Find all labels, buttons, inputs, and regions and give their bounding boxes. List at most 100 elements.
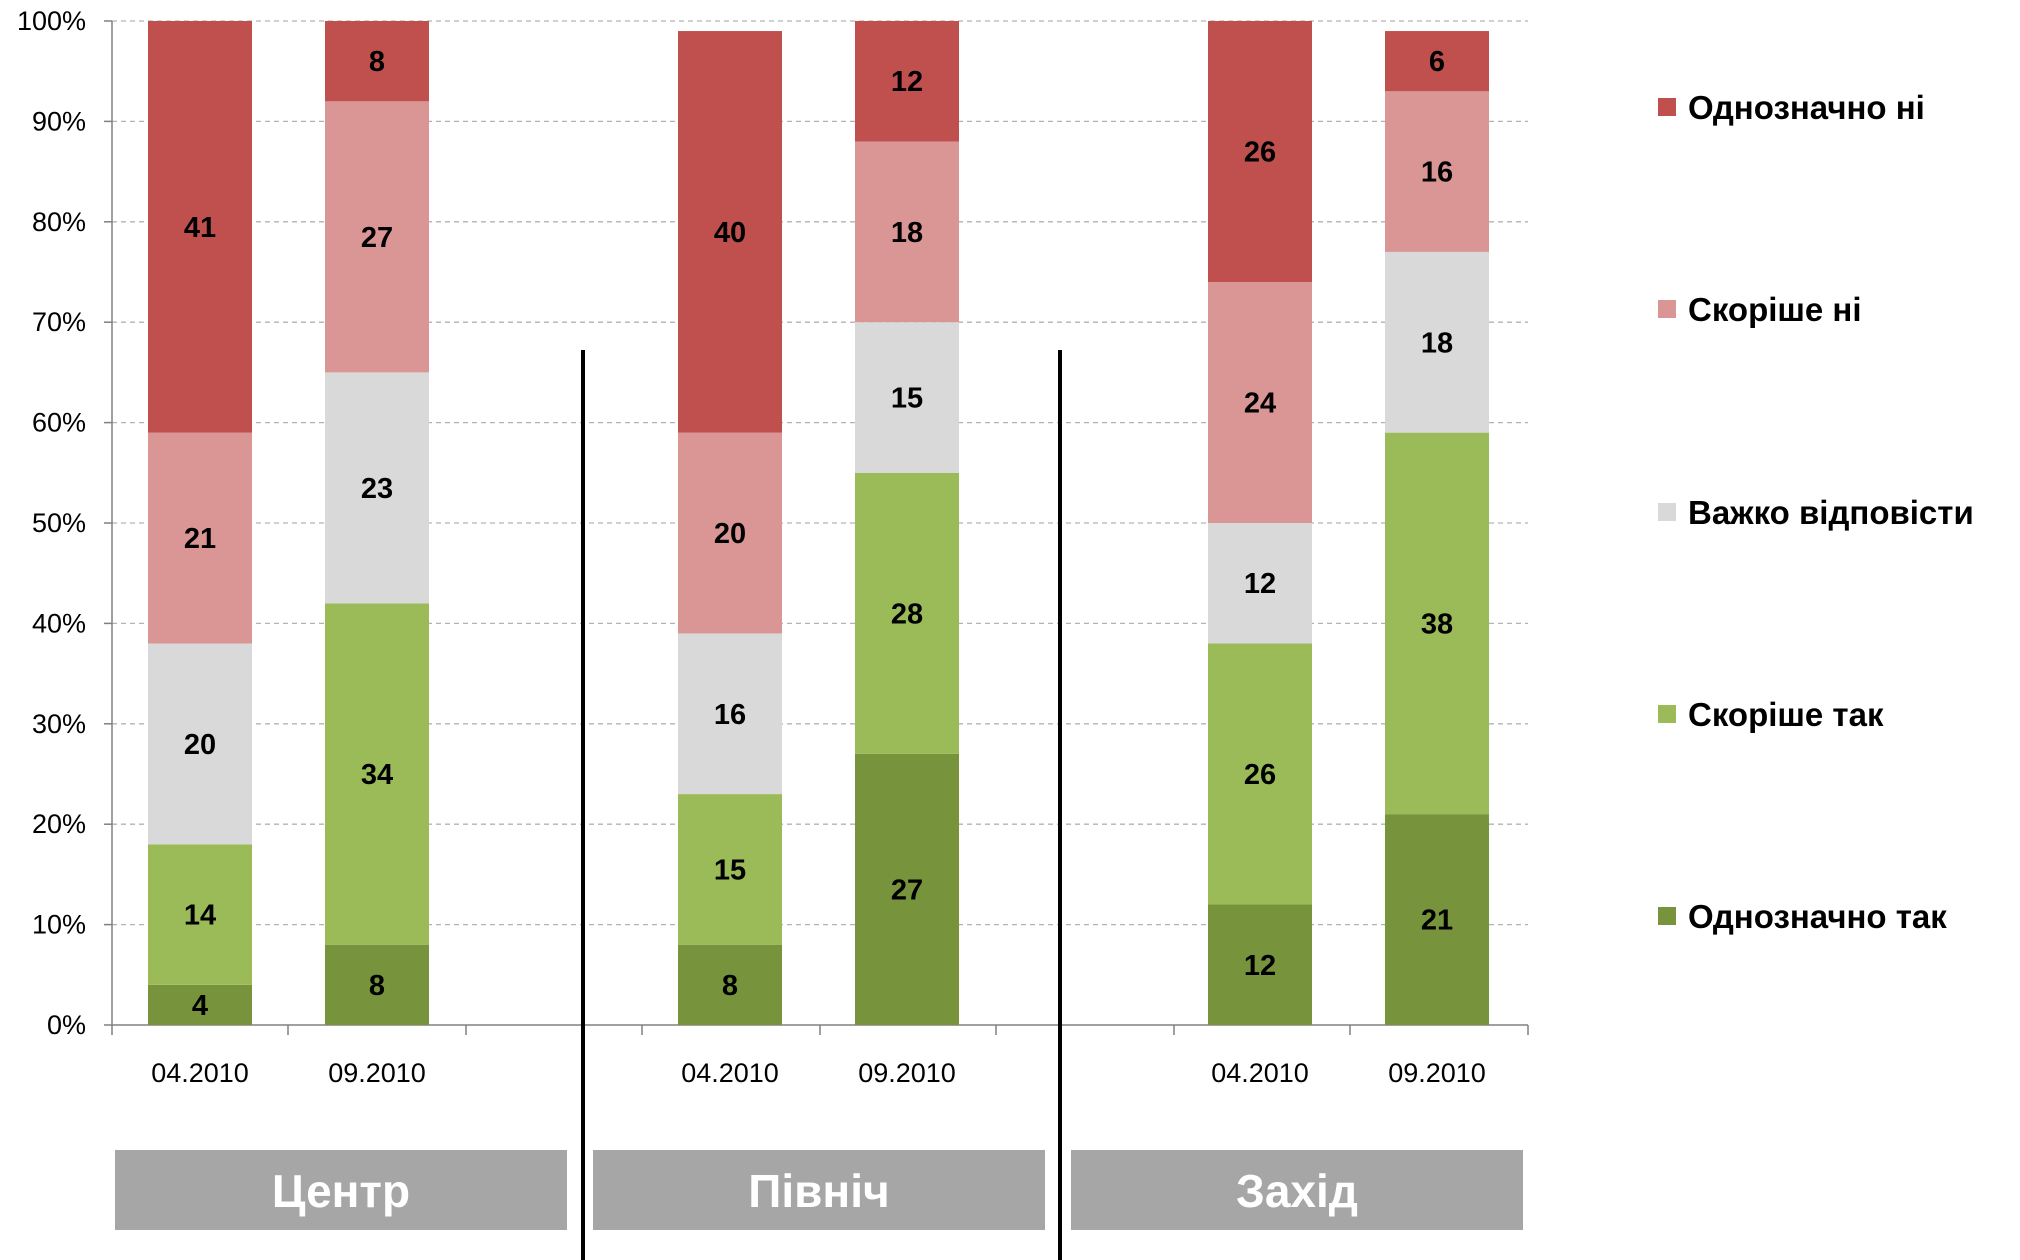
y-tick-label: 100% — [17, 6, 86, 36]
y-tick-label: 70% — [32, 307, 86, 337]
bar-segment — [1208, 523, 1312, 644]
bar-segment — [678, 944, 782, 1025]
data-label: 16 — [714, 699, 746, 731]
bar-segment — [1208, 282, 1312, 523]
bar-segment — [1385, 31, 1489, 92]
data-label: 21 — [184, 523, 216, 555]
y-tick-label: 0% — [47, 1010, 86, 1040]
data-label: 21 — [1421, 905, 1453, 937]
bar-segment — [855, 472, 959, 754]
data-label: 18 — [1421, 327, 1453, 359]
data-label: 15 — [891, 383, 923, 415]
data-label: 28 — [891, 598, 923, 630]
group-label-box — [593, 1150, 1045, 1230]
data-label: 40 — [714, 217, 746, 249]
legend-swatch — [1658, 300, 1676, 318]
legend-swatch — [1658, 907, 1676, 925]
data-label: 6 — [1429, 46, 1445, 78]
data-label: 16 — [1421, 157, 1453, 189]
bar-segment — [1385, 432, 1489, 815]
legend-label: Однозначно так — [1688, 898, 1947, 935]
bar-segment — [325, 603, 429, 945]
bar-segment — [678, 432, 782, 634]
bar-segment — [148, 844, 252, 985]
data-label: 20 — [714, 518, 746, 550]
data-label: 34 — [361, 759, 393, 791]
bar-segment — [148, 21, 252, 433]
group-labels: Центр Північ Захід — [115, 1150, 1523, 1230]
legend-swatch — [1658, 705, 1676, 723]
data-label: 12 — [1244, 568, 1276, 600]
group-label-box — [115, 1150, 567, 1230]
x-tick-label: 09.2010 — [1388, 1058, 1486, 1088]
legend-swatch — [1658, 503, 1676, 521]
data-label: 8 — [722, 970, 738, 1002]
data-label: 23 — [361, 473, 393, 505]
data-label: 41 — [184, 212, 216, 244]
bar-segment — [148, 984, 252, 1025]
bar-segment — [1385, 251, 1489, 433]
y-tick-label: 30% — [32, 709, 86, 739]
bar-segment — [678, 633, 782, 795]
data-label: 20 — [184, 729, 216, 761]
data-label: 27 — [891, 874, 923, 906]
legend-label: Скоріше так — [1688, 696, 1884, 733]
group-label-box — [1071, 1150, 1523, 1230]
bar-segment — [1385, 814, 1489, 1025]
group-label: Північ — [748, 1165, 889, 1217]
x-tick-label: 04.2010 — [1211, 1058, 1309, 1088]
legend: Однозначно ні Скоріше ні Важко відповісти С… — [1658, 89, 1974, 935]
bar-segment — [1208, 21, 1312, 283]
bar-segment — [678, 794, 782, 945]
x-tick-label: 04.2010 — [681, 1058, 779, 1088]
data-label: 8 — [369, 970, 385, 1002]
bar-segment — [855, 141, 959, 323]
data-label: 26 — [1244, 137, 1276, 169]
bar-segment — [325, 944, 429, 1025]
bar-segment — [1385, 91, 1489, 252]
legend-label: Однозначно ні — [1688, 89, 1925, 126]
data-label: 4 — [192, 990, 208, 1022]
x-tick-label: 09.2010 — [858, 1058, 956, 1088]
group-label: Центр — [272, 1165, 410, 1217]
x-tick-label: 09.2010 — [328, 1058, 426, 1088]
bar-segment — [1208, 643, 1312, 905]
bar-segment — [148, 432, 252, 644]
bar-segment — [148, 643, 252, 845]
data-label: 8 — [369, 46, 385, 78]
legend-swatch — [1658, 98, 1676, 116]
data-label: 15 — [714, 854, 746, 886]
bar-segment — [325, 21, 429, 102]
bar-segment — [325, 372, 429, 604]
group-label: Захід — [1236, 1165, 1358, 1217]
bar-segment — [678, 31, 782, 433]
y-tick-label: 40% — [32, 608, 86, 638]
bar-segment — [855, 322, 959, 473]
bar-segment — [855, 753, 959, 1025]
grid-lines — [112, 20, 1528, 926]
data-label: 18 — [891, 217, 923, 249]
bar-segment — [855, 21, 959, 142]
data-label: 12 — [891, 66, 923, 98]
y-tick-label: 60% — [32, 408, 86, 438]
data-label: 24 — [1244, 388, 1276, 420]
y-tick-label: 90% — [32, 106, 86, 136]
data-label: 12 — [1244, 950, 1276, 982]
group-dividers — [581, 350, 1062, 1260]
data-label: 38 — [1421, 608, 1453, 640]
y-tick-label: 10% — [32, 910, 86, 940]
y-tick-label: 20% — [32, 809, 86, 839]
bars: 4 14 20 21 41 8 34 23 27 8 8 15 16 20 40 27 28 15 18 12 12 26… — [148, 21, 1489, 1025]
bar-segment — [1208, 904, 1312, 1025]
y-tick-label: 50% — [32, 508, 86, 538]
axes: 0% 10% 20% 30% 40% 50% 60% 70% 80% 90% 100% 04.2010… — [17, 6, 1529, 1088]
data-label: 14 — [184, 900, 216, 932]
legend-label: Скоріше ні — [1688, 291, 1862, 328]
data-label: 26 — [1244, 759, 1276, 791]
legend-label: Важко відповісти — [1688, 494, 1974, 531]
y-tick-label: 80% — [32, 207, 86, 237]
bar-segment — [325, 101, 429, 373]
x-tick-label: 04.2010 — [151, 1058, 249, 1088]
data-label: 27 — [361, 222, 393, 254]
